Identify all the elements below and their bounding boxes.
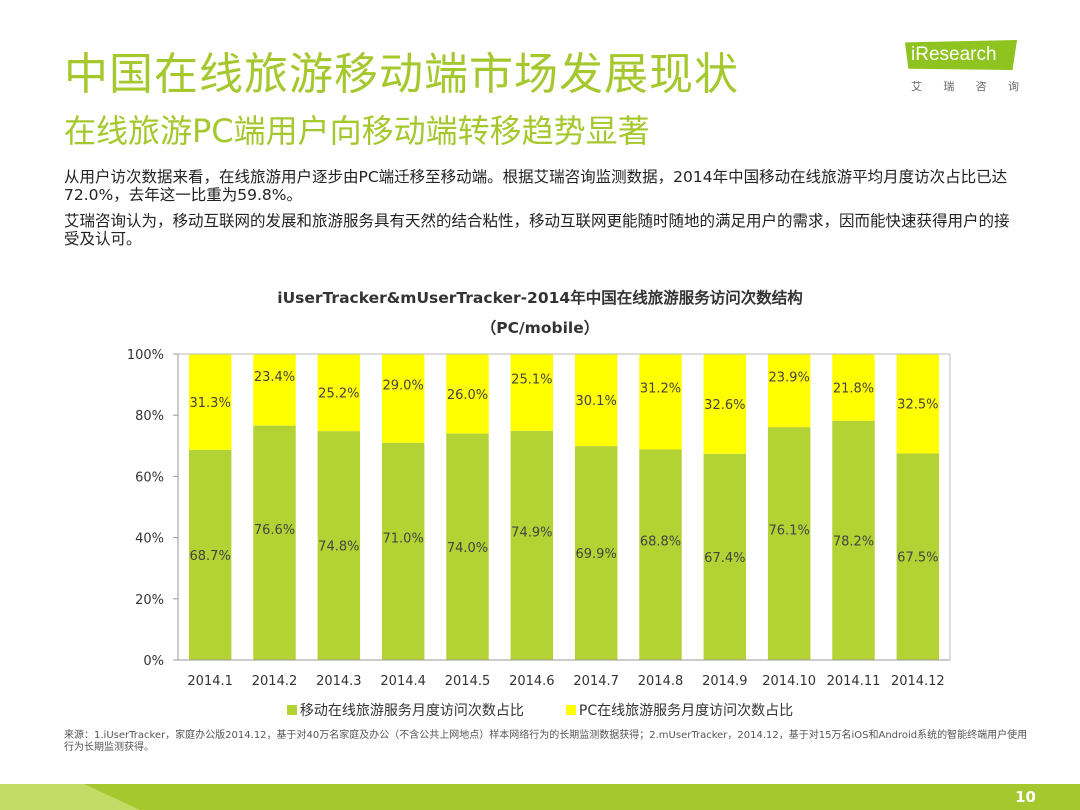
bar-pc (253, 354, 296, 426)
y-tick-label: 80% (135, 409, 164, 424)
data-label-pc: 31.2% (640, 382, 681, 397)
data-label-mobile: 76.6% (254, 523, 295, 538)
stacked-bar-chart: 0% 20% 40% 60% 80% 100% 68.7% 31.3% 2014.1 76.6% 2… (127, 348, 951, 689)
footer-bar: 10 (0, 784, 1080, 810)
chart-legend: 移动在线旅游服务月度访问次数占比 PC在线旅游服务月度访问次数占比 (0, 700, 1080, 720)
bar-pc (574, 354, 618, 447)
bar-mobile (832, 420, 875, 660)
data-label-mobile: 69.9% (576, 547, 617, 562)
y-tick-label: 0% (143, 654, 164, 669)
logo-char: 艾 (911, 80, 922, 93)
bar-pc (896, 354, 940, 454)
logo-char: 询 (1007, 80, 1019, 93)
y-tick-label: 20% (135, 593, 164, 608)
footer-decoration (0, 784, 140, 810)
page-number: 10 (1015, 788, 1036, 806)
data-label-pc: 26.0% (447, 388, 488, 403)
data-label-mobile: 68.8% (640, 535, 681, 550)
x-tick-label: 2014.9 (702, 674, 748, 689)
bar-pc (188, 354, 232, 450)
page-subtitle: 在线旅游PC端用户向移动端转移趋势显著 (64, 112, 650, 150)
bar-pc (832, 354, 875, 421)
bar-pc (639, 354, 682, 450)
x-tick-label: 2014.10 (762, 674, 816, 689)
data-label-mobile: 71.0% (383, 531, 424, 546)
data-label-pc: 23.9% (769, 371, 810, 386)
data-label-mobile: 74.9% (511, 525, 552, 540)
legend-item-mobile: 移动在线旅游服务月度访问次数占比 (286, 700, 524, 720)
logo-chinese-name: 艾 瑞 咨 询 (911, 78, 1019, 94)
data-label-pc: 21.8% (833, 381, 874, 396)
data-label-mobile: 67.4% (704, 551, 745, 566)
logo-brand: iResearch (905, 40, 1017, 70)
iresearch-logo: iResearch 艾 瑞 咨 询 (905, 40, 1020, 100)
x-tick-label: 2014.7 (573, 674, 619, 689)
bar-pc (381, 354, 425, 443)
y-tick-label: 40% (135, 532, 164, 547)
logo-char: 瑞 (943, 80, 955, 93)
bar-mobile (767, 427, 811, 660)
x-tick-label: 2014.6 (509, 674, 555, 689)
bar-mobile (896, 453, 940, 660)
x-tick-label: 2014.5 (445, 674, 491, 689)
bar-pc (446, 354, 489, 434)
x-tick-label: 2014.2 (252, 674, 298, 689)
bar-mobile (574, 446, 618, 660)
logo-char: 咨 (975, 80, 987, 93)
bar-pc (767, 354, 811, 428)
chart-title: iUserTracker&mUserTracker-2014年中国在线旅游服务访… (277, 289, 803, 307)
bar-mobile (446, 433, 489, 660)
x-tick-label: 2014.3 (316, 674, 362, 689)
bar-mobile (639, 449, 682, 660)
data-label-mobile: 74.8% (318, 540, 359, 555)
y-tick-label: 60% (135, 470, 164, 485)
bar-mobile (188, 449, 232, 660)
data-label-pc: 32.6% (704, 398, 745, 413)
data-label-pc: 31.3% (190, 396, 231, 411)
x-tick-label: 2014.8 (638, 674, 684, 689)
data-label-pc: 29.0% (383, 378, 424, 393)
data-label-mobile: 78.2% (833, 534, 874, 549)
data-label-mobile: 76.1% (769, 524, 810, 539)
bar-pc (317, 354, 361, 432)
x-tick-label: 2014.4 (380, 674, 426, 689)
legend-label-mobile: 移动在线旅游服务月度访问次数占比 (299, 703, 524, 719)
legend-swatch-mobile (286, 705, 297, 715)
y-tick-label: 100% (127, 348, 164, 363)
data-label-pc: 32.5% (897, 398, 938, 413)
x-tick-label: 2014.11 (827, 674, 881, 689)
data-label-pc: 30.1% (576, 394, 617, 409)
body-paragraph-1: 从用户访次数据来看，在线旅游用户逐步由PC端迁移至移动端。根据艾瑞咨询监测数据，… (64, 168, 1008, 204)
data-label-pc: 25.2% (318, 387, 359, 402)
legend-swatch-pc (565, 705, 576, 715)
legend-item-pc: PC在线旅游服务月度访问次数占比 (565, 700, 794, 720)
bar-mobile (703, 453, 747, 660)
page-title: 中国在线旅游移动端市场发展现状 (64, 49, 739, 100)
bar-pc (510, 354, 554, 431)
bar-mobile (253, 425, 296, 660)
bar-mobile (317, 431, 361, 660)
data-label-mobile: 68.7% (190, 549, 231, 564)
bar-pc (703, 354, 747, 454)
data-label-pc: 25.1% (511, 372, 552, 387)
data-label-mobile: 74.0% (447, 541, 488, 556)
x-tick-label: 2014.12 (891, 674, 945, 689)
data-label-pc: 23.4% (254, 370, 295, 385)
x-tick-label: 2014.1 (187, 674, 233, 689)
bar-mobile (381, 442, 425, 660)
source-note: 来源：1.iUserTracker，家庭办公版2014.12，基于对40万名家庭… (64, 730, 1028, 753)
data-label-mobile: 67.5% (897, 551, 938, 566)
body-paragraph-2: 艾瑞咨询认为，移动互联网的发展和旅游服务具有天然的结合粘性，移动互联网更能随时随… (64, 212, 1010, 248)
bar-mobile (510, 430, 554, 660)
chart-subtitle: （PC/mobile） (480, 319, 600, 337)
legend-label-pc: PC在线旅游服务月度访问次数占比 (578, 703, 794, 719)
